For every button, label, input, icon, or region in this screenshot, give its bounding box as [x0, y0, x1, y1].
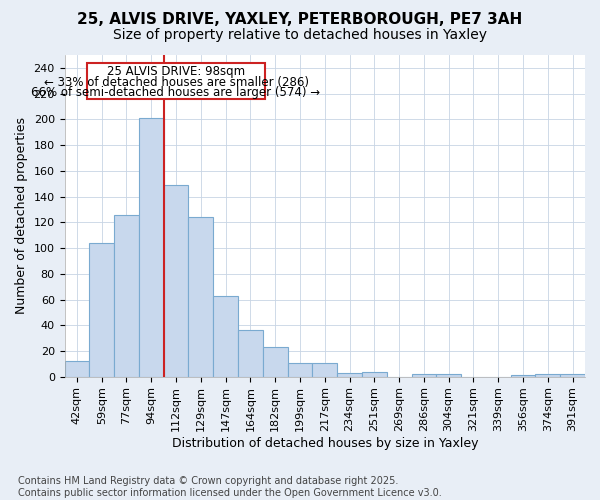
Text: 66% of semi-detached houses are larger (574) →: 66% of semi-detached houses are larger (… [31, 86, 320, 99]
Bar [238, 330, 263, 376]
Bar [139, 118, 164, 376]
Bar [337, 373, 362, 376]
Bar [213, 296, 238, 376]
Bar [436, 374, 461, 376]
Bar [188, 217, 213, 376]
Bar [263, 347, 287, 376]
Text: Contains HM Land Registry data © Crown copyright and database right 2025.
Contai: Contains HM Land Registry data © Crown c… [18, 476, 442, 498]
Bar [535, 374, 560, 376]
Text: Size of property relative to detached houses in Yaxley: Size of property relative to detached ho… [113, 28, 487, 42]
Bar [65, 362, 89, 376]
Bar [89, 243, 114, 376]
Bar [560, 374, 585, 376]
Text: ← 33% of detached houses are smaller (286): ← 33% of detached houses are smaller (28… [44, 76, 308, 88]
FancyBboxPatch shape [87, 62, 265, 99]
Text: 25 ALVIS DRIVE: 98sqm: 25 ALVIS DRIVE: 98sqm [107, 66, 245, 78]
Y-axis label: Number of detached properties: Number of detached properties [15, 118, 28, 314]
Bar [313, 362, 337, 376]
Text: 25, ALVIS DRIVE, YAXLEY, PETERBOROUGH, PE7 3AH: 25, ALVIS DRIVE, YAXLEY, PETERBOROUGH, P… [77, 12, 523, 28]
Bar [164, 185, 188, 376]
Bar [287, 362, 313, 376]
Bar [362, 372, 387, 376]
Bar [114, 214, 139, 376]
Bar [412, 374, 436, 376]
X-axis label: Distribution of detached houses by size in Yaxley: Distribution of detached houses by size … [172, 437, 478, 450]
